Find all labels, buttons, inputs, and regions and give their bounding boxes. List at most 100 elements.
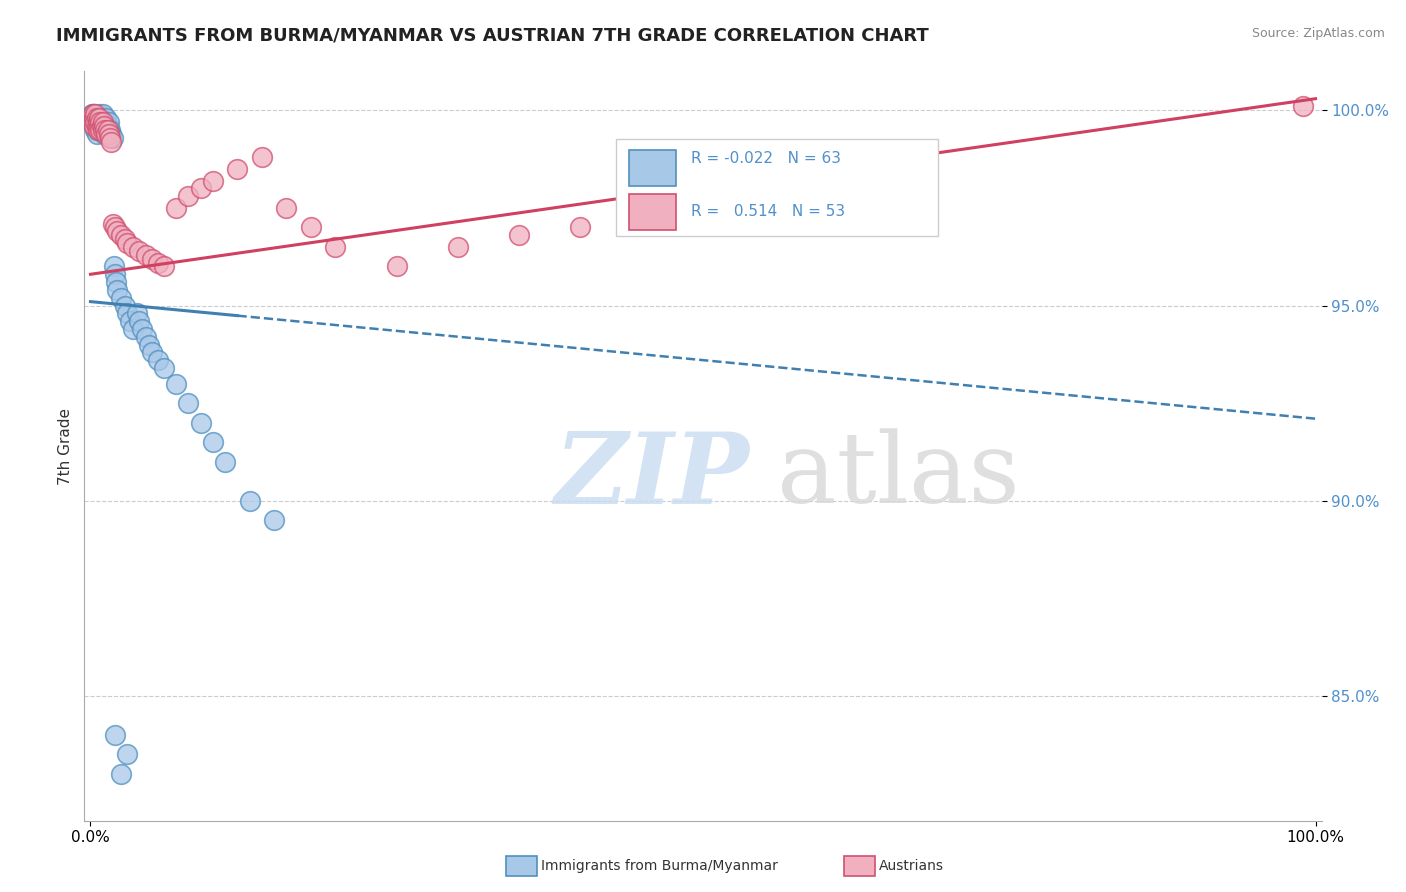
Point — [97, 123, 120, 137]
Point — [91, 123, 114, 137]
Point — [87, 111, 110, 125]
Point — [90, 123, 112, 137]
Point — [98, 123, 121, 137]
Point — [83, 119, 105, 133]
Point — [115, 306, 138, 320]
Point — [128, 314, 150, 328]
Point — [103, 260, 125, 274]
Point — [91, 115, 114, 129]
Point — [153, 260, 176, 274]
Point — [104, 268, 127, 282]
Point — [190, 416, 212, 430]
Point — [165, 376, 187, 391]
Text: ZIP: ZIP — [554, 428, 749, 524]
Text: Immigrants from Burma/Myanmar: Immigrants from Burma/Myanmar — [541, 859, 778, 873]
Point — [508, 228, 530, 243]
Point — [97, 115, 120, 129]
Point — [107, 283, 129, 297]
Point — [569, 220, 592, 235]
Point — [84, 115, 107, 129]
Point — [299, 220, 322, 235]
Point — [90, 115, 112, 129]
Point — [122, 322, 145, 336]
Point — [107, 224, 129, 238]
Point — [135, 248, 157, 262]
Point — [91, 107, 114, 121]
Point — [82, 107, 104, 121]
Point — [110, 291, 132, 305]
Point — [201, 173, 224, 187]
Point — [177, 189, 200, 203]
Point — [100, 135, 122, 149]
Point — [83, 111, 105, 125]
Point — [114, 232, 136, 246]
Point — [115, 235, 138, 250]
Point — [692, 201, 714, 215]
Point — [114, 298, 136, 312]
Text: Austrians: Austrians — [879, 859, 943, 873]
Point — [276, 201, 298, 215]
Point — [250, 150, 273, 164]
Point — [87, 119, 110, 133]
Point — [104, 220, 127, 235]
Point — [97, 119, 120, 133]
Point — [101, 130, 124, 145]
Text: atlas: atlas — [778, 428, 1019, 524]
Point — [141, 345, 163, 359]
Point — [91, 123, 114, 137]
Y-axis label: 7th Grade: 7th Grade — [58, 408, 73, 484]
Point — [87, 115, 110, 129]
Point — [201, 435, 224, 450]
Point — [80, 107, 103, 121]
FancyBboxPatch shape — [616, 139, 938, 236]
Point — [1292, 99, 1315, 113]
Point — [94, 115, 117, 129]
Point — [226, 161, 249, 176]
Point — [86, 111, 108, 125]
Point — [125, 306, 148, 320]
Point — [86, 119, 108, 133]
Point — [190, 181, 212, 195]
Point — [89, 119, 111, 133]
Point — [87, 115, 110, 129]
Text: IMMIGRANTS FROM BURMA/MYANMAR VS AUSTRIAN 7TH GRADE CORRELATION CHART: IMMIGRANTS FROM BURMA/MYANMAR VS AUSTRIA… — [56, 27, 929, 45]
Text: R =   0.514   N = 53: R = 0.514 N = 53 — [690, 204, 845, 219]
Point — [91, 115, 114, 129]
Point — [80, 115, 103, 129]
Point — [80, 111, 103, 125]
Point — [101, 217, 124, 231]
Text: R = -0.022   N = 63: R = -0.022 N = 63 — [690, 151, 841, 166]
Point — [87, 123, 110, 137]
Point — [83, 111, 105, 125]
Point — [135, 330, 157, 344]
Point — [87, 107, 110, 121]
Point — [80, 111, 103, 125]
Point — [96, 111, 118, 125]
Point — [138, 337, 160, 351]
Point — [146, 255, 169, 269]
Point — [82, 115, 104, 129]
Point — [100, 127, 122, 141]
Point — [87, 115, 110, 129]
Point — [104, 728, 127, 742]
FancyBboxPatch shape — [628, 150, 676, 186]
Point — [122, 240, 145, 254]
Point — [83, 119, 105, 133]
Point — [86, 127, 108, 141]
Point — [96, 127, 118, 141]
Point — [177, 396, 200, 410]
Point — [98, 130, 121, 145]
Point — [263, 513, 285, 527]
Point — [105, 275, 128, 289]
Point — [84, 107, 107, 121]
Point — [84, 107, 107, 121]
Point — [89, 111, 111, 125]
Point — [141, 252, 163, 266]
Point — [97, 127, 120, 141]
Point — [84, 115, 107, 129]
Point — [146, 353, 169, 368]
Point — [86, 119, 108, 133]
Point — [153, 360, 176, 375]
Point — [447, 240, 470, 254]
Point — [239, 493, 262, 508]
